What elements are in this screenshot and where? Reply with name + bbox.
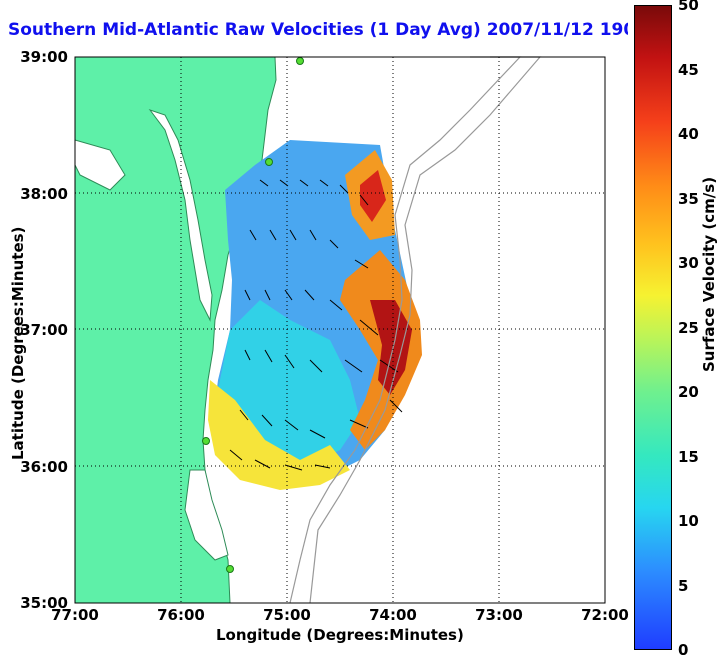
radar-stations [202, 57, 304, 573]
velocity-north-peak [360, 170, 386, 222]
colorbar-tick: 45 [678, 60, 699, 79]
latitude-tick: 35:00 [20, 594, 68, 612]
longitude-tick: 72:00 [581, 606, 629, 624]
map-title: Southern Mid-Atlantic Raw Velocities (1 … [8, 20, 628, 40]
latitude-tick: 37:00 [20, 321, 68, 339]
colorbar-tick: 50 [678, 0, 699, 14]
longitude-tick: 74:00 [369, 606, 417, 624]
colorbar-tick: 20 [678, 383, 699, 401]
colorbar-label: Surface Velocity (cm/s) [700, 176, 718, 372]
longitude-tick: 77:00 [51, 606, 99, 624]
pamlico-sound [184, 469, 229, 561]
colorbar-tick: 15 [678, 447, 699, 466]
bathymetry-contours [289, 56, 542, 604]
colorbar-tick: 0 [678, 641, 689, 659]
longitude-tick: 75:00 [263, 606, 311, 624]
longitude-tick: 76:00 [157, 606, 205, 624]
latitude-tick: 36:00 [20, 457, 68, 476]
latitude-tick: 38:00 [20, 184, 68, 203]
colorbar-tick: 35 [678, 189, 699, 208]
velocity-max-core [370, 300, 412, 395]
colorbar-tick: 25 [678, 318, 699, 337]
velocity-field [208, 140, 422, 490]
colorbar-tick: 10 [678, 512, 699, 530]
colorbar [634, 5, 672, 650]
chesapeake-bay [148, 109, 213, 322]
y-axis-label: Latitude (Degrees:Minutes) [9, 226, 27, 460]
longitude-tick: 73:00 [475, 606, 523, 624]
x-axis-label: Longitude (Degrees:Minutes) [216, 626, 464, 644]
colorbar-tick: 30 [678, 254, 699, 272]
colorbar-tick: 5 [678, 576, 689, 595]
latitude-tick: 39:00 [20, 48, 68, 66]
velocity-yellow-band [208, 380, 350, 490]
plot-frame [74, 56, 606, 604]
velocity-vectors [229, 179, 403, 471]
colorbar-tick: 40 [678, 125, 699, 143]
map-grid [75, 57, 605, 603]
